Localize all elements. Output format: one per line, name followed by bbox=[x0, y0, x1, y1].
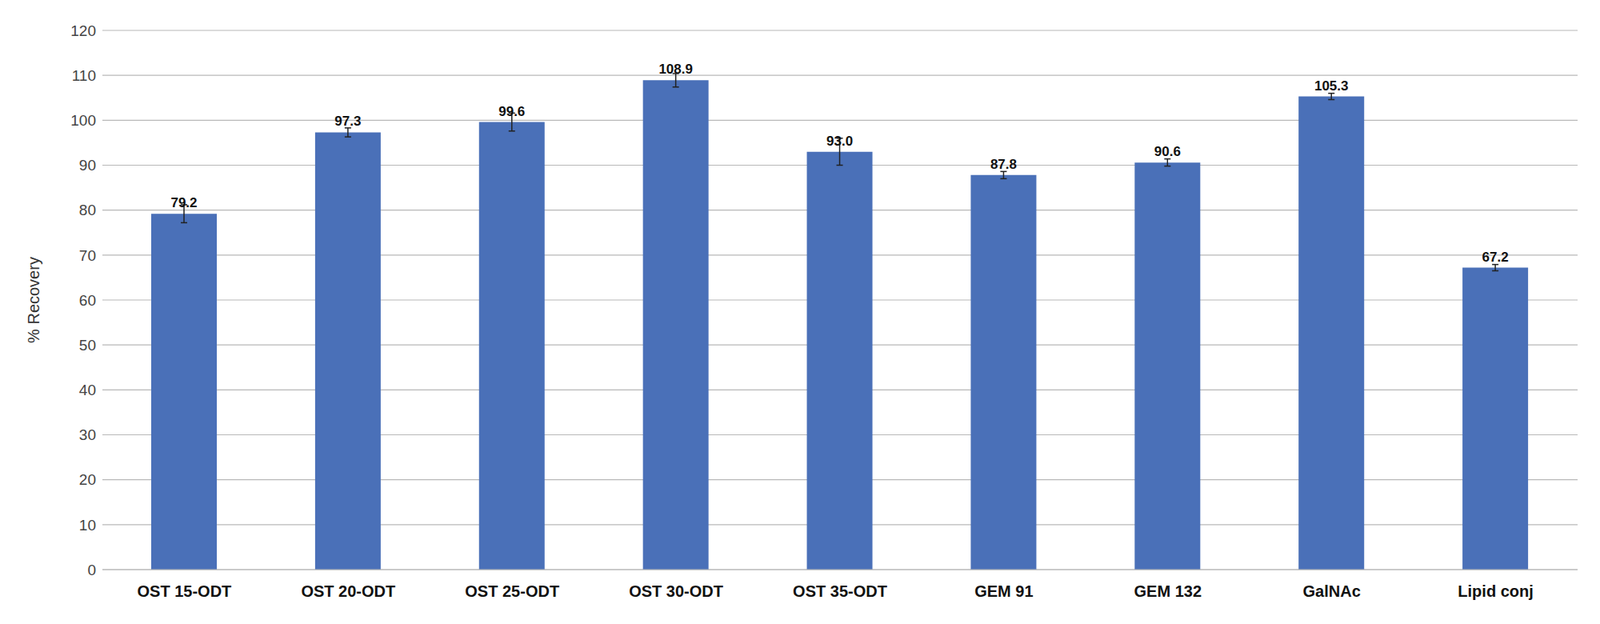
svg-text:110: 110 bbox=[72, 67, 96, 84]
svg-text:GalNAc: GalNAc bbox=[1303, 582, 1361, 600]
svg-text:Lipid conj: Lipid conj bbox=[1457, 582, 1533, 600]
svg-text:50: 50 bbox=[79, 336, 96, 354]
svg-text:108.9: 108.9 bbox=[658, 61, 693, 77]
svg-text:90: 90 bbox=[79, 156, 96, 174]
svg-text:10: 10 bbox=[79, 516, 96, 534]
svg-text:105.3: 105.3 bbox=[1314, 78, 1349, 94]
svg-text:GEM 132: GEM 132 bbox=[1134, 582, 1202, 600]
svg-text:97.3: 97.3 bbox=[334, 113, 361, 129]
svg-text:99.6: 99.6 bbox=[498, 104, 525, 120]
svg-text:OST 20-ODT: OST 20-ODT bbox=[300, 582, 396, 600]
svg-text:% Recovery: % Recovery bbox=[24, 256, 43, 344]
svg-text:OST 25-ODT: OST 25-ODT bbox=[464, 582, 560, 600]
svg-text:30: 30 bbox=[79, 426, 96, 444]
svg-text:GEM 91: GEM 91 bbox=[974, 582, 1033, 600]
svg-text:67.2: 67.2 bbox=[1482, 249, 1509, 265]
svg-text:87.8: 87.8 bbox=[990, 156, 1017, 172]
svg-text:0: 0 bbox=[87, 561, 96, 579]
svg-text:20: 20 bbox=[79, 471, 96, 488]
svg-text:OST 35-ODT: OST 35-ODT bbox=[792, 582, 888, 600]
svg-text:70: 70 bbox=[79, 247, 96, 264]
svg-text:OST 30-ODT: OST 30-ODT bbox=[628, 582, 724, 600]
svg-text:79.2: 79.2 bbox=[170, 195, 197, 211]
svg-text:80: 80 bbox=[79, 201, 96, 219]
svg-text:100: 100 bbox=[70, 112, 96, 129]
svg-text:90.6: 90.6 bbox=[1154, 144, 1181, 160]
svg-text:120: 120 bbox=[70, 22, 96, 40]
svg-text:OST 15-ODT: OST 15-ODT bbox=[137, 582, 232, 600]
svg-text:60: 60 bbox=[79, 292, 96, 309]
svg-text:40: 40 bbox=[79, 381, 96, 399]
svg-text:93.0: 93.0 bbox=[826, 133, 853, 149]
